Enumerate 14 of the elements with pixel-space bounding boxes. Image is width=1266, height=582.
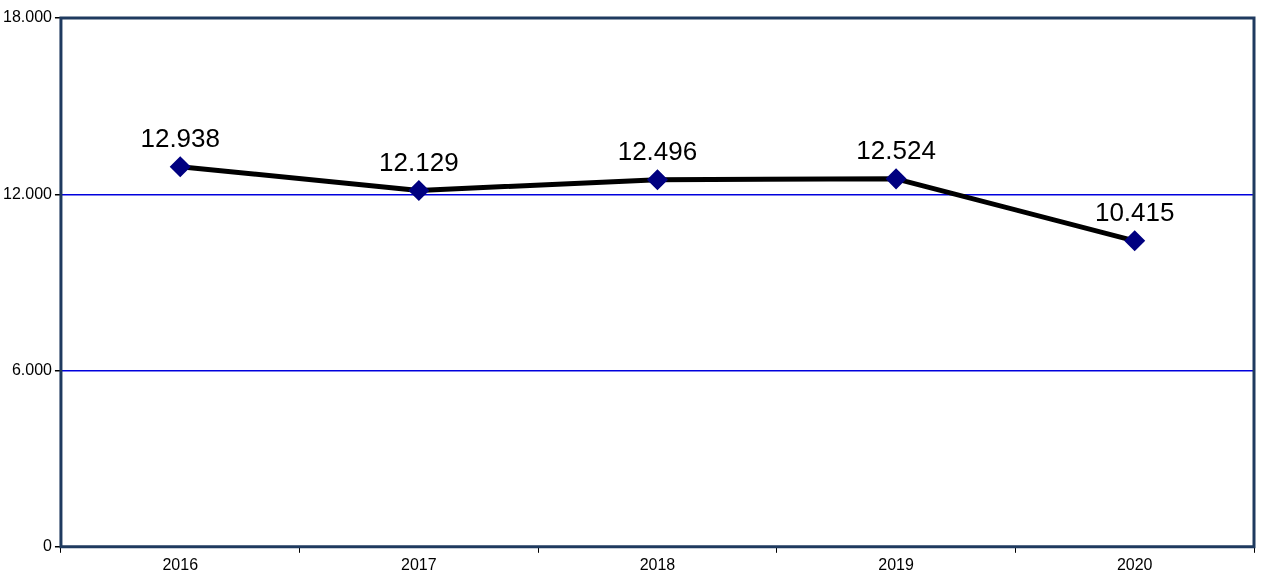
data-label: 12.524 — [856, 135, 936, 166]
data-label: 10.415 — [1094, 197, 1175, 227]
x-tick-label: 2019 — [878, 555, 914, 573]
x-tick-label: 2020 — [1116, 555, 1153, 573]
y-tick-label: 6.000 — [11, 360, 53, 378]
x-tick-label: 2018 — [639, 555, 676, 573]
y-tick-label: 0 — [43, 537, 53, 555]
y-tick-label: 18.000 — [3, 8, 53, 26]
y-tick-label: 12.000 — [3, 184, 53, 202]
data-label: 12.938 — [140, 122, 221, 153]
data-label: 12.129 — [379, 146, 459, 177]
x-tick-label: 2017 — [401, 555, 437, 573]
data-label: 12.496 — [617, 135, 698, 166]
x-tick-label: 2016 — [162, 555, 199, 573]
